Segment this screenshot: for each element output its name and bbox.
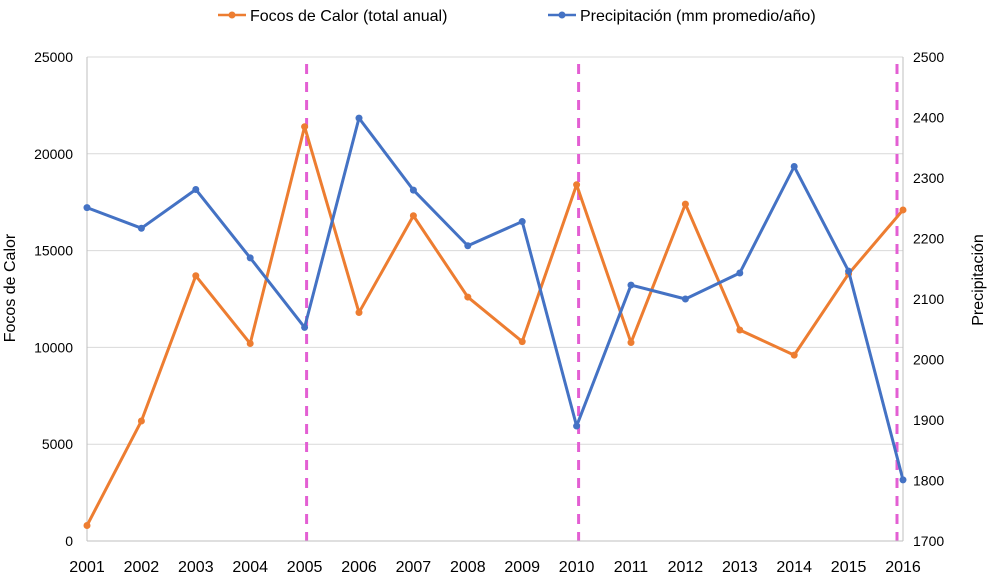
x-tick-label: 2007	[396, 559, 432, 576]
y-axis-left-title: Focos de Calor	[2, 233, 19, 342]
y-left-tick-label: 5000	[42, 436, 73, 452]
data-point	[899, 476, 907, 484]
x-tick-label: 2016	[885, 559, 921, 576]
x-tick-label: 2015	[831, 559, 867, 576]
data-point	[83, 522, 91, 530]
y-right-tick-label: 1800	[913, 473, 944, 489]
series-line-focos	[85, 125, 905, 527]
data-point	[137, 224, 145, 232]
legend-marker-precipitacion	[558, 11, 566, 19]
data-point	[301, 323, 309, 331]
data-point	[845, 267, 853, 275]
data-point	[464, 242, 472, 250]
legend-item-focos: Focos de Calor (total anual)	[218, 8, 447, 25]
y-left-tick-label: 20000	[34, 146, 73, 162]
data-point	[464, 293, 472, 301]
data-point	[301, 123, 309, 131]
legend-label-focos: Focos de Calor (total anual)	[250, 8, 447, 25]
y-left-tick-label: 25000	[34, 49, 73, 65]
legend-marker-focos	[228, 11, 236, 19]
legend-item-precipitacion: Precipitación (mm promedio/año)	[548, 8, 816, 25]
data-point	[246, 254, 254, 262]
y-right-tick-label: 2400	[913, 110, 944, 126]
event-marker-lines	[305, 64, 899, 541]
y-right-tick-label: 2100	[913, 291, 944, 307]
tick-labels: 0 5000 10000 15000 20000 25000 1700 1800 1900 200…	[34, 49, 944, 576]
y-axis-right-title: Precipitación	[970, 234, 987, 326]
x-tick-label: 2014	[776, 559, 812, 576]
y-right-tick-label: 1900	[913, 412, 944, 428]
data-point	[627, 339, 635, 347]
data-point	[409, 186, 417, 194]
x-tick-label: 2013	[722, 559, 758, 576]
x-tick-label: 2005	[287, 559, 323, 576]
x-tick-label: 2001	[69, 559, 105, 576]
series-line-precipitacion	[86, 116, 905, 481]
data-point	[899, 206, 907, 214]
data-point	[137, 417, 145, 425]
data-point	[681, 200, 689, 208]
data-point	[573, 422, 581, 430]
data-point	[518, 218, 526, 226]
data-point	[790, 163, 798, 171]
gridlines	[87, 56, 903, 445]
series-layer	[83, 114, 907, 530]
y-right-tick-label: 1700	[913, 533, 944, 549]
axes	[86, 57, 904, 542]
x-tick-label: 2008	[450, 559, 486, 576]
y-right-tick-label: 2300	[913, 170, 944, 186]
data-point	[355, 114, 363, 122]
data-point	[192, 185, 200, 193]
x-tick-label: 2010	[559, 559, 595, 576]
data-point	[355, 309, 363, 317]
y-right-tick-label: 2200	[913, 231, 944, 247]
data-point	[573, 181, 581, 189]
x-tick-label: 2004	[232, 559, 268, 576]
legend-label-precipitacion: Precipitación (mm promedio/año)	[580, 8, 816, 25]
data-point	[736, 326, 744, 334]
x-tick-label: 2003	[178, 559, 214, 576]
data-point	[409, 212, 417, 220]
data-point	[681, 295, 689, 303]
data-point	[627, 281, 635, 289]
data-point	[736, 269, 744, 277]
data-point	[83, 204, 91, 212]
data-point	[192, 272, 200, 280]
y-left-tick-label: 15000	[34, 243, 73, 259]
y-left-tick-label: 0	[65, 533, 73, 549]
x-tick-label: 2006	[341, 559, 377, 576]
data-point	[790, 351, 798, 359]
x-tick-label: 2011	[614, 559, 649, 576]
y-right-tick-label: 2500	[913, 49, 944, 65]
legend: Focos de Calor (total anual) Precipitaci…	[218, 8, 816, 25]
data-point	[246, 340, 254, 348]
x-tick-label: 2009	[504, 559, 540, 576]
x-tick-label: 2012	[668, 559, 704, 576]
data-point	[518, 338, 526, 346]
y-right-tick-label: 2000	[913, 352, 944, 368]
x-tick-label: 2002	[124, 559, 160, 576]
y-left-tick-label: 10000	[34, 339, 73, 355]
